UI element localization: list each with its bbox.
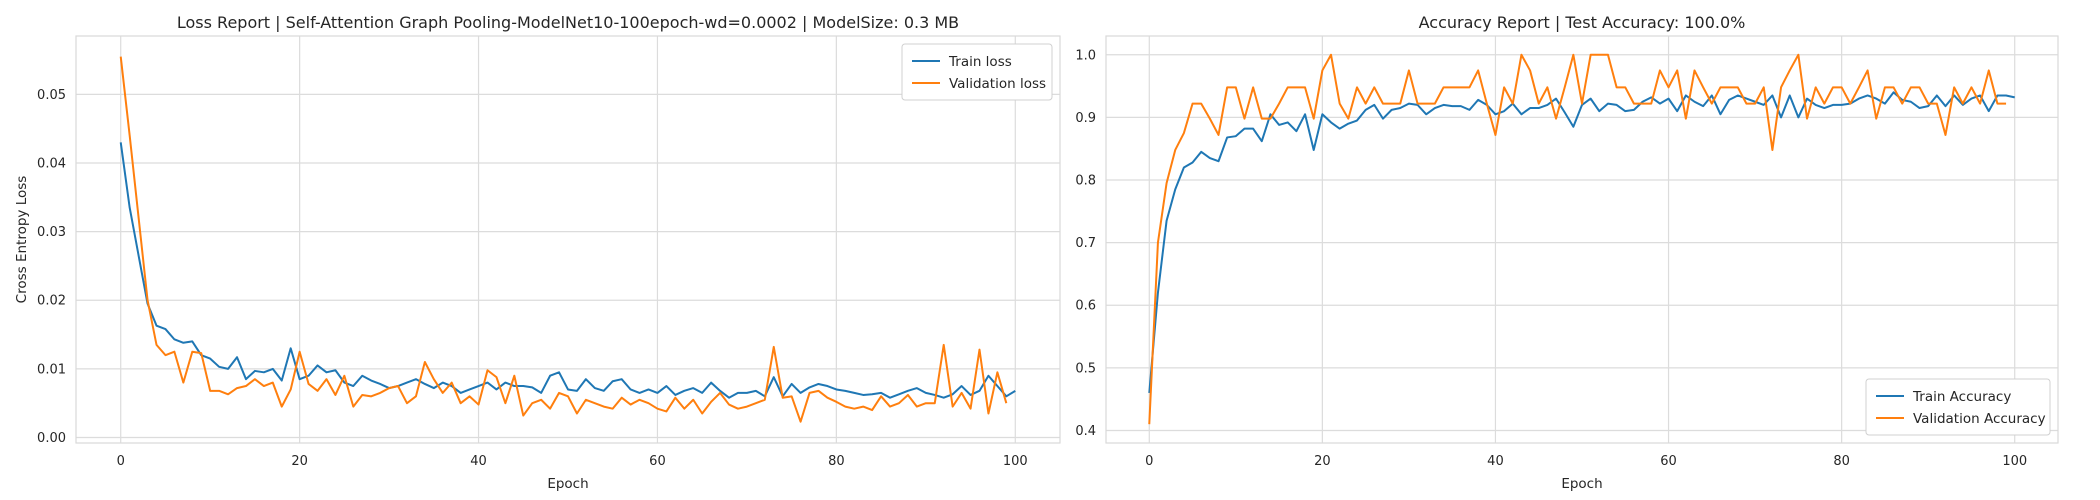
chart-title: Accuracy Report | Test Accuracy: 100.0%: [1419, 13, 1746, 32]
x-tick-label: 100: [1003, 454, 1028, 469]
x-tick-label: 0: [117, 454, 125, 469]
x-tick-label: 40: [1487, 454, 1504, 469]
legend-box: [901, 43, 1053, 101]
chart-title: Loss Report | Self-Attention Graph Pooli…: [177, 13, 959, 32]
series-line-train-loss: [119, 142, 1016, 399]
series-line-train-accuracy: [1148, 91, 2015, 393]
x-axis-label: Epoch: [547, 476, 588, 492]
x-tick-label: 20: [291, 454, 308, 469]
x-tick-label: 100: [2002, 454, 2027, 469]
series-line-validation-loss: [119, 56, 1008, 423]
y-tick-label: 0.01: [37, 362, 66, 377]
x-tick-label: 80: [1833, 454, 1850, 469]
x-tick-label: 40: [470, 454, 487, 469]
legend-label: Train loss: [948, 54, 1012, 70]
x-tick-label: 60: [649, 454, 666, 469]
legend: Train loss Validation loss: [901, 43, 1053, 101]
y-tick-label: 0.04: [37, 156, 66, 171]
plot-frame: [75, 35, 1061, 444]
y-tick-label: 1.0: [1075, 48, 1096, 63]
y-tick-label: 0.4: [1075, 424, 1096, 439]
chart-panel-2: 0 20 40 60 80 100 0.4 0.5 0.6 0.7 0.8 0.9 1.0 Accurac…: [1075, 13, 2059, 492]
chart-panel-1: 0 20 40 60 80 100 0.00 0.01 0.02 0.03 0.04 0.05 Loss…: [14, 13, 1061, 492]
legend-box: [1865, 378, 2051, 436]
x-tick-label: 20: [1314, 454, 1331, 469]
legend-label: Validation Accuracy: [1913, 411, 2046, 427]
y-tick-label: 0.02: [37, 294, 66, 309]
y-tick-label: 0.03: [37, 225, 66, 240]
series-line-validation-accuracy: [1148, 53, 2007, 425]
y-tick-label: 0.00: [37, 431, 66, 446]
y-tick-label: 0.7: [1075, 236, 1096, 251]
x-tick-label: 0: [1145, 454, 1153, 469]
legend: Train Accuracy Validation Accuracy: [1865, 378, 2051, 436]
y-axis-label: Cross Entropy Loss: [14, 176, 30, 304]
y-tick-label: 0.5: [1075, 361, 1096, 376]
y-tick-label: 0.9: [1075, 111, 1096, 126]
x-tick-label: 80: [828, 454, 845, 469]
plot-frame: [1105, 35, 2059, 444]
x-axis-label: Epoch: [1561, 476, 1602, 492]
legend-label: Validation loss: [949, 76, 1046, 92]
y-tick-label: 0.6: [1075, 299, 1096, 314]
legend-label: Train Accuracy: [1912, 389, 2011, 405]
y-tick-label: 0.8: [1075, 174, 1096, 189]
x-tick-label: 60: [1660, 454, 1677, 469]
y-tick-label: 0.05: [37, 88, 66, 103]
